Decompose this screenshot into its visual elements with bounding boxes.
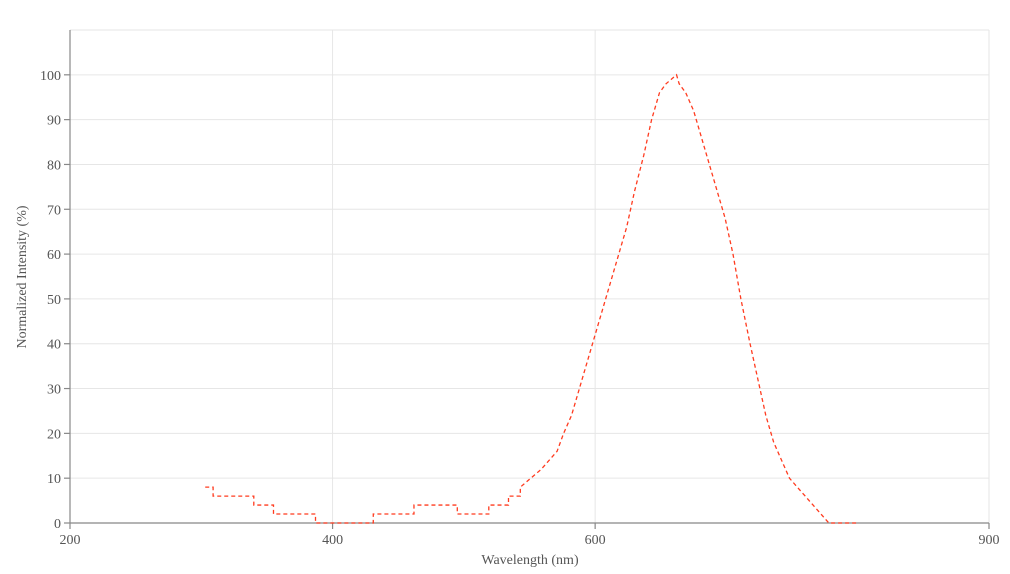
y-tick-label: 20: [47, 427, 61, 442]
y-axis-label: Normalized Intensity (%): [15, 205, 30, 348]
y-tick-label: 0: [54, 517, 61, 532]
line: [205, 73, 857, 524]
x-tick-label: 900: [979, 533, 1000, 548]
y-tick-label: 100: [40, 69, 61, 84]
x-tick-label: 200: [60, 533, 81, 548]
y-tick-label: 40: [47, 338, 61, 353]
y-tick-label: 30: [47, 383, 61, 398]
y-tick-label: 10: [47, 472, 61, 487]
x-tick-label: 600: [585, 533, 606, 548]
y-tick-label: 90: [47, 114, 61, 129]
x-axis-label: Wavelength (nm): [481, 553, 579, 568]
y-tick-label: 60: [47, 248, 61, 263]
x-tick-label: 400: [322, 533, 343, 548]
y-tick-label: 70: [47, 203, 61, 218]
y-tick-label: 80: [47, 158, 61, 173]
y-tick-label: 50: [47, 293, 61, 308]
